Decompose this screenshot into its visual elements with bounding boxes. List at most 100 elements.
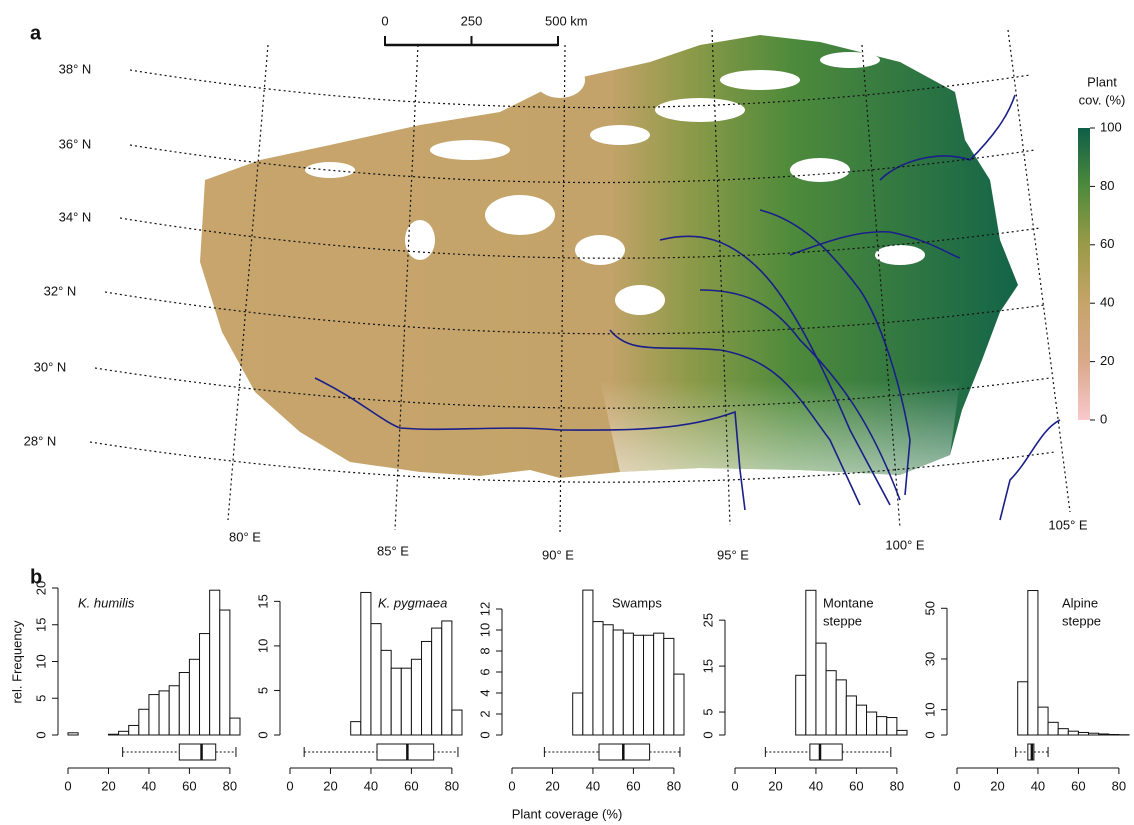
y-tick-label: 0 bbox=[33, 731, 48, 738]
meridian bbox=[861, 44, 901, 529]
legend-tick-label: 40 bbox=[1100, 295, 1114, 310]
x-tick-label: 80 bbox=[1112, 778, 1126, 793]
scale-bar-label: 500 km bbox=[545, 13, 588, 28]
y-tick-label: 4 bbox=[477, 689, 492, 696]
bar bbox=[653, 632, 665, 736]
bar bbox=[572, 692, 584, 736]
bar bbox=[168, 685, 180, 736]
bar bbox=[138, 708, 150, 736]
x-tick-label: 40 bbox=[586, 778, 600, 793]
y-tick-label: 5 bbox=[255, 687, 270, 694]
bar bbox=[118, 730, 130, 736]
legend-tick-label: 80 bbox=[1100, 178, 1114, 193]
scale-bar-label: 250 bbox=[461, 13, 483, 28]
box bbox=[376, 743, 435, 761]
y-tick-label: 20 bbox=[33, 581, 48, 595]
x-tick-label: 40 bbox=[1031, 778, 1045, 793]
bar bbox=[805, 589, 817, 736]
panel-title: K. humilis bbox=[78, 595, 135, 610]
bar bbox=[188, 658, 201, 736]
bar bbox=[209, 589, 221, 736]
colorbar bbox=[1078, 128, 1090, 420]
bar bbox=[199, 633, 211, 736]
bar bbox=[67, 732, 79, 736]
bar bbox=[825, 670, 837, 736]
x-tick-label: 60 bbox=[849, 778, 863, 793]
bar bbox=[855, 704, 868, 736]
bar bbox=[866, 711, 878, 736]
bar bbox=[148, 694, 160, 736]
x-tick-label: 40 bbox=[364, 778, 378, 793]
x-tick-label: 20 bbox=[768, 778, 782, 793]
x-tick-label: 80 bbox=[445, 778, 459, 793]
y-tick-label: 0 bbox=[255, 731, 270, 738]
plateau-south bbox=[600, 380, 960, 475]
x-axis-label: Plant coverage (%) bbox=[512, 806, 623, 821]
y-tick-label: 8 bbox=[477, 647, 492, 654]
x-tick-label: 0 bbox=[953, 778, 960, 793]
latitude-label: 38° N bbox=[59, 61, 92, 76]
longitude-label: 105° E bbox=[1048, 517, 1088, 532]
longitude-label: 95° E bbox=[717, 547, 749, 562]
bar bbox=[441, 620, 453, 736]
bar bbox=[673, 673, 685, 736]
y-tick-label: 6 bbox=[477, 668, 492, 675]
bar bbox=[1027, 590, 1039, 736]
latitude-label: 28° N bbox=[24, 433, 57, 448]
bar bbox=[1098, 733, 1110, 736]
bar bbox=[1088, 732, 1100, 736]
bar bbox=[1057, 728, 1069, 736]
bar bbox=[380, 649, 392, 736]
scale-bar: 0 250 500 km bbox=[381, 13, 588, 47]
panel-title: K. pygmaea bbox=[378, 595, 447, 610]
bar bbox=[451, 709, 463, 736]
latitude-label: 30° N bbox=[34, 359, 67, 374]
gaps bbox=[305, 52, 925, 315]
graticule: 38° N 36° N 34° N 32° N 30° N 28° N 80° E 85° E… bbox=[24, 29, 1088, 562]
x-tick-label: 0 bbox=[286, 778, 293, 793]
bar bbox=[421, 640, 433, 736]
bar bbox=[632, 634, 645, 736]
parallel bbox=[129, 144, 1036, 184]
river bbox=[659, 235, 891, 506]
y-tick-label: 15 bbox=[255, 594, 270, 608]
x-tick-label: 40 bbox=[809, 778, 823, 793]
y-tick-label: 15 bbox=[33, 618, 48, 632]
y-tick-label: 10 bbox=[477, 623, 492, 637]
bar bbox=[360, 591, 372, 736]
x-tick-label: 80 bbox=[890, 778, 904, 793]
y-tick-label: 25 bbox=[700, 613, 715, 627]
bar bbox=[835, 679, 847, 736]
panel-label: a bbox=[30, 22, 42, 44]
box bbox=[809, 743, 843, 761]
y-tick-label: 10 bbox=[255, 639, 270, 653]
bar bbox=[370, 623, 382, 736]
legend: Plant cov. (%) 0 20 40 60 80 100 bbox=[1078, 74, 1125, 426]
bar bbox=[1077, 731, 1090, 736]
legend-tick-label: 100 bbox=[1100, 119, 1122, 134]
panel-label: b bbox=[30, 566, 42, 588]
bar bbox=[128, 724, 140, 736]
bar bbox=[643, 634, 655, 736]
bar bbox=[390, 667, 402, 736]
latitude-label: 32° N bbox=[44, 283, 77, 298]
bar bbox=[431, 627, 443, 736]
river bbox=[314, 377, 746, 511]
y-tick-label: 5 bbox=[700, 708, 715, 715]
bar bbox=[107, 733, 120, 736]
bar bbox=[1037, 706, 1049, 736]
river bbox=[879, 94, 1016, 181]
y-tick-label: 0 bbox=[700, 731, 715, 738]
x-tick-label: 0 bbox=[508, 778, 515, 793]
bar bbox=[602, 624, 614, 736]
panel-title: Montane bbox=[823, 595, 874, 610]
x-tick-label: 60 bbox=[182, 778, 196, 793]
legend-tick-label: 20 bbox=[1100, 353, 1114, 368]
bar bbox=[1047, 721, 1059, 736]
bar bbox=[1017, 681, 1029, 736]
river bbox=[999, 419, 1061, 521]
parallel bbox=[104, 291, 1046, 335]
x-tick-label: 20 bbox=[323, 778, 337, 793]
legend-tick-label: 60 bbox=[1100, 236, 1114, 251]
